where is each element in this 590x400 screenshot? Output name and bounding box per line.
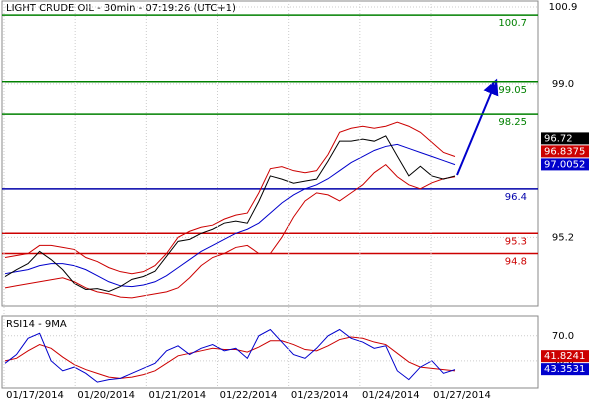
price-box bbox=[541, 132, 589, 145]
y-tick-label: 70.0 bbox=[552, 331, 574, 342]
level-label: 94.8 bbox=[505, 256, 527, 267]
x-tick-label: 01/21/2014 bbox=[149, 390, 207, 400]
rsi-title: RSI14 - 9MA bbox=[6, 319, 67, 330]
y-tick-label: 95.2 bbox=[552, 232, 574, 243]
price-label: 96.8375 bbox=[544, 146, 585, 157]
x-tick-label: 01/23/2014 bbox=[291, 390, 349, 400]
series-line bbox=[4, 121, 456, 275]
price-box bbox=[541, 158, 589, 171]
x-tick-label: 01/22/2014 bbox=[220, 390, 278, 400]
price-label: 97.0052 bbox=[544, 159, 585, 170]
y-tick-label: 100.9 bbox=[549, 2, 578, 13]
level-label: 99.05 bbox=[498, 85, 527, 96]
series-line bbox=[4, 328, 456, 383]
series-line bbox=[4, 135, 456, 292]
forecast-arrow bbox=[456, 78, 499, 176]
price-label: 43.3531 bbox=[544, 364, 585, 375]
x-tick-label: 01/27/2014 bbox=[433, 390, 491, 400]
level-label: 98.25 bbox=[498, 117, 527, 128]
x-tick-label: 01/24/2014 bbox=[362, 390, 420, 400]
price-label: 96.72 bbox=[544, 133, 573, 144]
price-box bbox=[541, 145, 589, 158]
series-line bbox=[4, 336, 456, 379]
level-label: 95.3 bbox=[505, 236, 527, 247]
x-tick-label: 01/17/2014 bbox=[6, 390, 64, 400]
price-panel bbox=[1, 0, 539, 307]
level-label: 96.4 bbox=[505, 192, 527, 203]
price-label: 41.8241 bbox=[544, 351, 585, 362]
series-line bbox=[4, 163, 456, 299]
chart-title: LIGHT CRUDE OIL - 30min - 07:19:26 (UTC+… bbox=[6, 3, 236, 14]
x-tick-label: 01/20/2014 bbox=[77, 390, 135, 400]
y-tick-label: 99.0 bbox=[552, 79, 574, 90]
price-box bbox=[541, 350, 589, 363]
price-box bbox=[541, 363, 589, 376]
rsi-panel bbox=[1, 315, 539, 389]
level-label: 100.7 bbox=[498, 18, 527, 29]
series-line bbox=[4, 143, 456, 288]
